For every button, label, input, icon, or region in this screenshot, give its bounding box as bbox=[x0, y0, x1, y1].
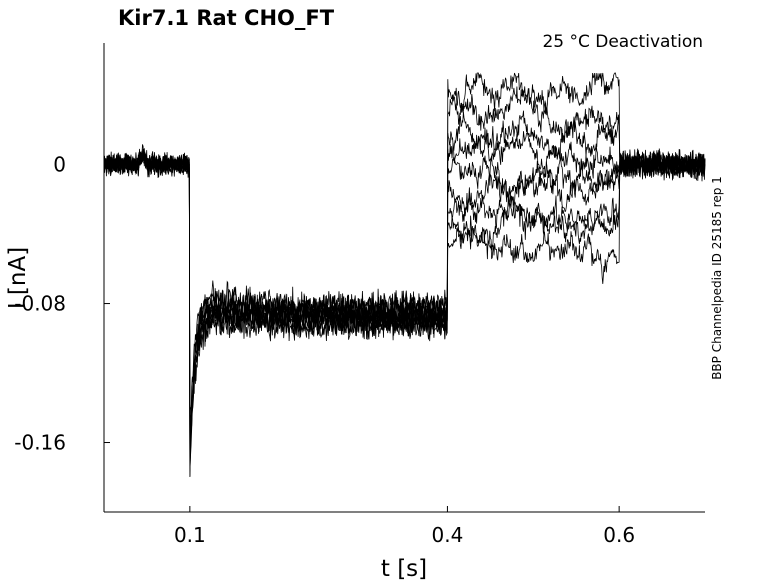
ticks: 0.1 0.4 0.6 0 -0.08 -0.16 bbox=[14, 153, 635, 547]
x-tick-label: 0.6 bbox=[603, 523, 635, 547]
chart-subtitle: 25 °C Deactivation bbox=[542, 32, 703, 52]
traces bbox=[103, 72, 706, 478]
y-tick-label: 0 bbox=[53, 153, 66, 177]
axes bbox=[103, 43, 705, 513]
x-axis-label: t [s] bbox=[381, 556, 427, 582]
sweep-trace-9 bbox=[103, 144, 706, 435]
sweep-trace-7 bbox=[103, 148, 706, 467]
chart-title: Kir7.1 Rat CHO_FT bbox=[118, 6, 335, 30]
sweep-trace-2 bbox=[103, 86, 706, 477]
x-tick-label: 0.4 bbox=[432, 523, 464, 547]
y-axis-label: I [nA] bbox=[5, 247, 31, 309]
side-note: BBP Channelpedia ID 25185 rep 1 bbox=[710, 176, 724, 380]
sweep-trace-8 bbox=[103, 150, 706, 445]
x-tick-label: 0.1 bbox=[174, 523, 206, 547]
sweep-trace-3 bbox=[103, 110, 706, 451]
y-tick-label: -0.08 bbox=[14, 292, 66, 316]
y-tick-label: -0.16 bbox=[14, 431, 66, 455]
sweep-trace-4 bbox=[103, 126, 706, 478]
